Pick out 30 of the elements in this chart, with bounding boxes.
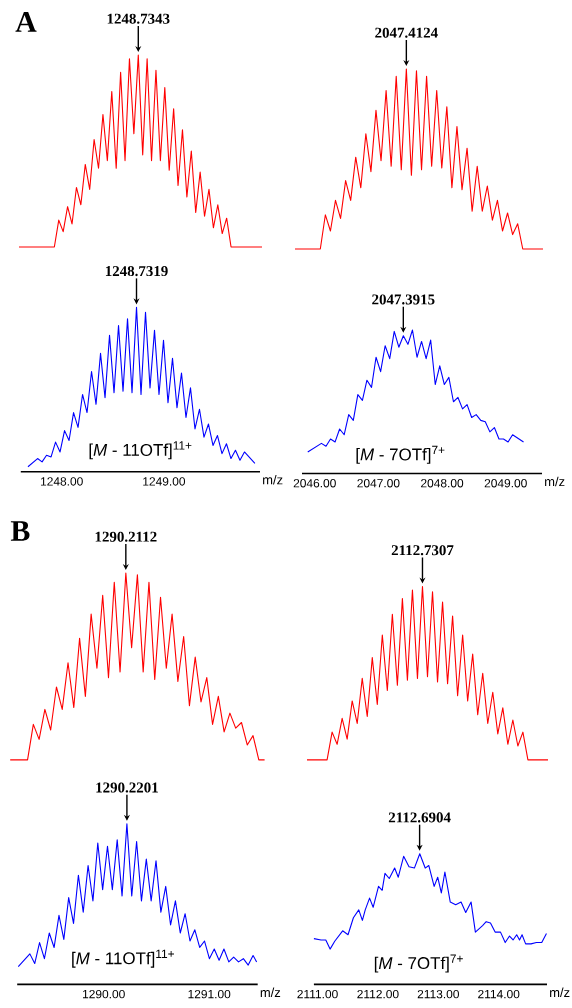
annotation: 1290.2201 <box>96 782 158 793</box>
chart-title: A <box>15 12 37 32</box>
x-tick-label: 1291.00 <box>188 989 231 999</box>
x-tick-label: 2113.00 <box>417 989 459 999</box>
x-tick-label: 2111.00 <box>297 989 338 999</box>
annotation: 1248.7343 <box>107 13 170 24</box>
annotation: [M - 7OTf]$^{7+}$ <box>374 954 463 973</box>
x-tick-label: 2114.00 <box>478 989 520 999</box>
annotation: 2112.7307 <box>391 545 454 556</box>
annotation: 2112.6904 <box>388 812 451 823</box>
x-tick-label: 2112.00 <box>357 989 399 999</box>
x-tick-label: 2049.00 <box>484 479 527 488</box>
annotation: [M - 11OTf]$^{11+}$ <box>89 441 192 460</box>
annotation: 1290.2112 <box>95 531 157 542</box>
annotation: 1248.7319 <box>105 266 168 277</box>
x-tick-label: 1248.00 <box>40 477 83 486</box>
annotation: [M - 7OTf]$^{7+}$ <box>356 445 445 464</box>
annotation: 2047.4124 <box>375 27 438 38</box>
x-axis-title: m/z <box>550 987 570 998</box>
annotation: [M - 11OTf]$^{11+}$ <box>72 949 174 968</box>
x-axis-title: m/z <box>545 476 565 487</box>
x-tick-label: 1249.00 <box>143 477 186 486</box>
annotation: 2047.3915 <box>372 294 435 305</box>
x-tick-label: 1290.00 <box>82 989 125 999</box>
x-axis-title: m/z <box>263 474 283 485</box>
x-tick-label: 2046.00 <box>293 479 336 488</box>
x-axis-title: m/z <box>260 987 281 998</box>
x-tick-label: 2047.00 <box>357 479 400 488</box>
x-tick-label: 2048.00 <box>421 479 464 488</box>
chart-title: B <box>10 521 30 541</box>
